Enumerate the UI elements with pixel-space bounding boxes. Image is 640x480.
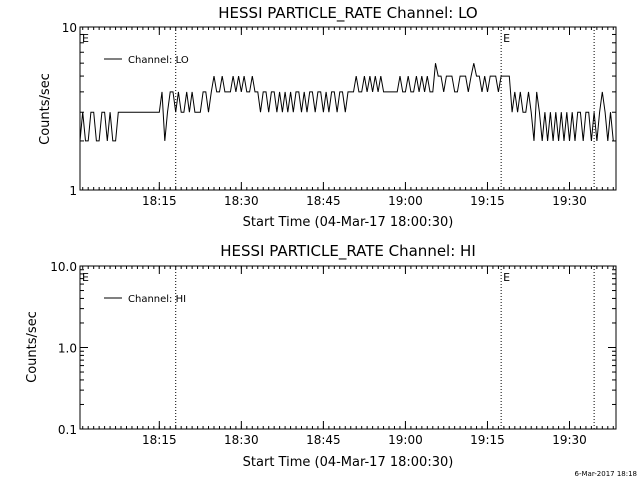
event-lines <box>175 266 595 429</box>
legend: Channel: HI <box>104 294 186 305</box>
y-tick-label: 0.1 <box>58 423 77 437</box>
x-tick-label: 19:30 <box>552 433 587 447</box>
plot-frame <box>79 265 617 430</box>
x-tick-label: 18:45 <box>306 433 341 447</box>
y-tick-label: 10 <box>62 21 77 35</box>
event-mark: E <box>503 271 510 284</box>
chart-title: HESSI PARTICLE_RATE Channel: HI <box>220 242 476 261</box>
y-tick-label: 1 <box>69 184 77 198</box>
x-tick-label: 19:00 <box>388 194 423 208</box>
x-tick-label: 19:15 <box>470 194 505 208</box>
plot-area <box>79 63 614 142</box>
chart-panel-hi: HESSI PARTICLE_RATE Channel: HI Counts/s… <box>25 242 617 470</box>
x-tick-label: 19:30 <box>552 194 587 208</box>
chart-panel-lo: HESSI PARTICLE_RATE Channel: LO Counts/s… <box>38 4 617 230</box>
event-lines <box>175 27 595 190</box>
event-mark: E <box>82 271 89 284</box>
x-axis-label: Start Time (04-Mar-17 18:00:30) <box>243 215 454 230</box>
series-line <box>79 63 614 142</box>
y-tick-label: 1.0 <box>58 342 77 356</box>
legend: Channel: LO <box>104 55 189 66</box>
x-tick-label: 19:15 <box>470 433 505 447</box>
x-tick-label: 18:30 <box>224 433 259 447</box>
axis-ticks: 18:15 18:30 18:45 19:00 19:15 19:30 0.1 1.0 10.0 <box>50 260 616 447</box>
footer-timestamp: 6-Mar-2017 18:18 <box>575 470 637 478</box>
axis-ticks: 18:15 18:30 18:45 19:00 19:15 19:30 1 10 <box>62 21 616 208</box>
x-tick-label: 18:15 <box>142 194 177 208</box>
event-mark: E <box>82 32 89 45</box>
x-tick-label: 18:30 <box>224 194 259 208</box>
x-tick-label: 18:15 <box>142 433 177 447</box>
y-axis-label: Counts/sec <box>25 311 40 383</box>
x-axis-label: Start Time (04-Mar-17 18:00:30) <box>243 455 454 470</box>
event-mark: E <box>503 32 510 45</box>
plot-frame <box>79 26 617 191</box>
chart-title: HESSI PARTICLE_RATE Channel: LO <box>218 4 477 23</box>
x-tick-label: 19:00 <box>388 433 423 447</box>
legend-label: Channel: HI <box>128 294 186 305</box>
x-tick-label: 18:45 <box>306 194 341 208</box>
y-axis-label: Counts/sec <box>38 73 53 145</box>
y-tick-label: 10.0 <box>50 260 77 274</box>
legend-label: Channel: LO <box>128 55 189 66</box>
